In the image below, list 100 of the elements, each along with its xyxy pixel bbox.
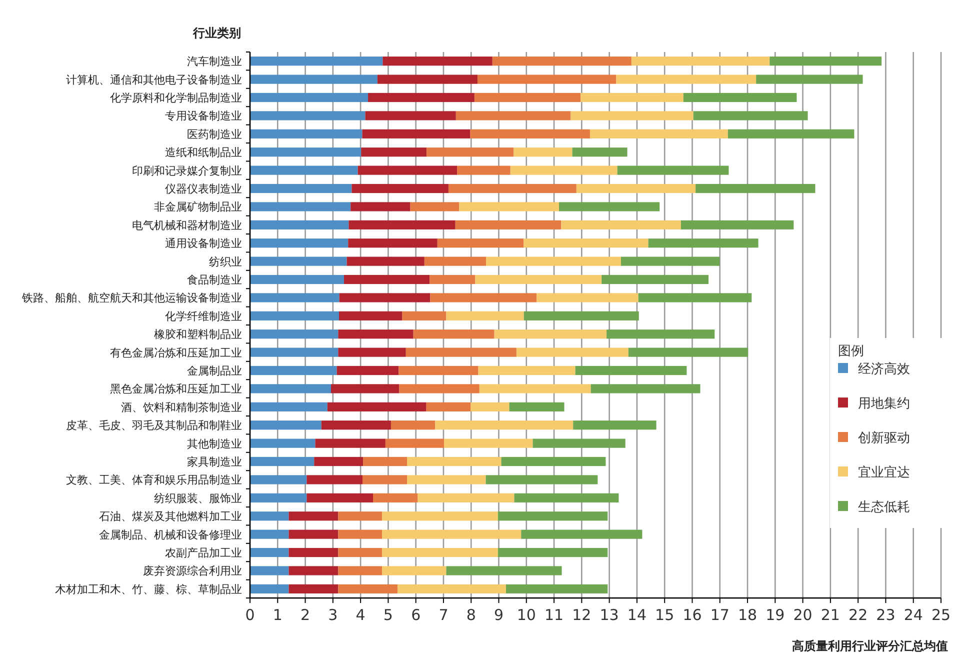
- bar: [365, 111, 456, 120]
- x-tick-label: 8: [466, 606, 476, 624]
- y-tick-label: 纺织业: [209, 255, 242, 268]
- x-tick-label: 15: [655, 606, 674, 624]
- bar: [448, 184, 576, 194]
- bar: [457, 166, 510, 175]
- bar: [406, 348, 516, 357]
- bar: [638, 293, 752, 302]
- bar: [390, 420, 436, 430]
- y-tick-label: 金属制品业: [187, 364, 242, 378]
- y-tick-label: 黑色金属冶炼和压延加工业: [110, 382, 242, 396]
- bar: [573, 420, 656, 430]
- bar: [559, 202, 660, 212]
- bar: [459, 202, 560, 212]
- bar: [606, 330, 715, 339]
- y-tick-label: 橡胶和塑料制品业: [154, 328, 242, 342]
- y-tick-label: 纺织服装、服饰业: [154, 492, 242, 505]
- bar: [338, 330, 414, 339]
- x-tick-label: 7: [438, 606, 448, 624]
- bar: [478, 366, 576, 376]
- x-tick-label: 24: [904, 606, 923, 624]
- bar: [346, 256, 424, 266]
- y-tick-label: 木材加工和木、竹、藤、棕、草制品业: [55, 582, 242, 596]
- bar: [680, 220, 794, 230]
- bar: [572, 148, 628, 157]
- bar: [288, 566, 338, 576]
- bar: [250, 512, 289, 521]
- bar: [437, 238, 524, 248]
- bar: [321, 420, 391, 430]
- y-tick-label: 通用设备制造业: [165, 237, 242, 250]
- x-tick-label: 6: [411, 606, 421, 624]
- bar: [590, 129, 728, 138]
- bar: [532, 438, 626, 448]
- bar: [498, 548, 608, 558]
- bar: [250, 348, 338, 357]
- bar: [770, 56, 882, 66]
- bar: [426, 402, 471, 412]
- bar: [250, 530, 289, 539]
- bar: [250, 584, 289, 594]
- bar: [250, 202, 351, 212]
- bar: [327, 402, 426, 412]
- bar: [424, 256, 486, 266]
- bar: [510, 166, 618, 175]
- bar: [514, 493, 619, 502]
- x-tick-label: 20: [793, 606, 812, 624]
- bar: [426, 148, 514, 157]
- x-tick-label: 22: [848, 606, 868, 624]
- legend-label: 经济高效: [858, 361, 910, 377]
- bar: [418, 493, 514, 502]
- bar: [250, 438, 316, 448]
- y-tick-label: 食品制造业: [187, 274, 242, 286]
- bar: [648, 238, 758, 248]
- bar: [382, 548, 498, 558]
- bar: [330, 384, 400, 394]
- bar: [338, 566, 382, 576]
- x-tick-label: 0: [245, 606, 255, 624]
- legend-label: 用地集约: [858, 396, 910, 412]
- bar: [250, 420, 322, 430]
- bar: [373, 493, 418, 502]
- x-tick-label: 12: [572, 606, 592, 624]
- bar: [315, 438, 386, 448]
- x-tick-label: 11: [544, 606, 564, 624]
- bar: [486, 256, 621, 266]
- x-tick-label: 21: [820, 606, 840, 624]
- bar: [382, 566, 446, 576]
- bar: [413, 330, 494, 339]
- bar: [756, 74, 863, 84]
- bar: [398, 366, 478, 376]
- bar: [693, 111, 808, 120]
- bar: [250, 475, 307, 484]
- x-tick-label: 18: [738, 606, 758, 624]
- bar: [430, 293, 537, 302]
- bar: [314, 456, 364, 466]
- bar: [385, 438, 444, 448]
- bar: [250, 566, 289, 576]
- legend-title: 图例: [838, 344, 864, 359]
- y-tick-label: 文教、工美、体育和娱乐用品制造业: [66, 474, 242, 487]
- y-tick-label: 电气机械和器材制造业: [132, 218, 242, 232]
- bar: [250, 111, 366, 120]
- y-tick-label: 废弃资源综合利用业: [143, 564, 242, 578]
- bar: [406, 475, 486, 484]
- bar: [524, 311, 639, 320]
- bar: [590, 384, 700, 394]
- bar: [352, 184, 448, 194]
- bar: [338, 348, 406, 357]
- bar: [250, 238, 348, 248]
- bar: [506, 584, 608, 594]
- bar: [306, 493, 373, 502]
- bar: [498, 512, 608, 521]
- bar: [348, 220, 456, 230]
- bar: [250, 129, 362, 138]
- y-tick-label: 汽车制造业: [187, 55, 242, 68]
- x-tick-label: 14: [627, 606, 647, 624]
- x-tick-label: 1: [272, 606, 282, 624]
- bar: [363, 456, 407, 466]
- bar: [250, 493, 307, 502]
- bar: [288, 530, 338, 539]
- bar: [398, 584, 506, 594]
- bar: [561, 220, 681, 230]
- bar: [728, 129, 854, 138]
